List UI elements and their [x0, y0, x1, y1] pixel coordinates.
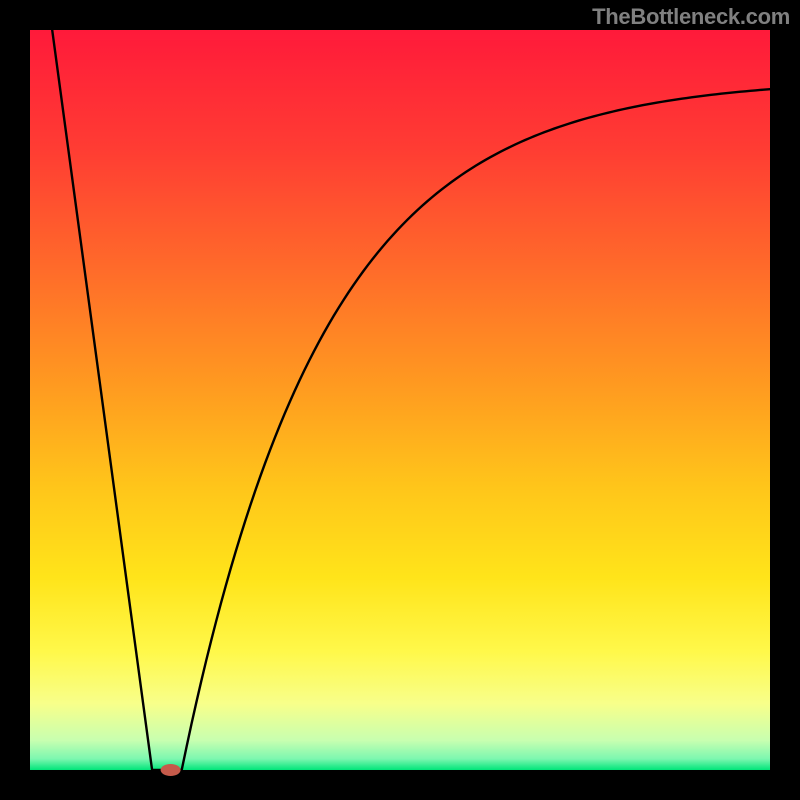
plot-background: [30, 30, 770, 770]
figure-root: TheBottleneck.com: [0, 0, 800, 800]
watermark-text: TheBottleneck.com: [592, 4, 790, 30]
minimum-marker: [161, 764, 181, 776]
chart-canvas: [0, 0, 800, 800]
